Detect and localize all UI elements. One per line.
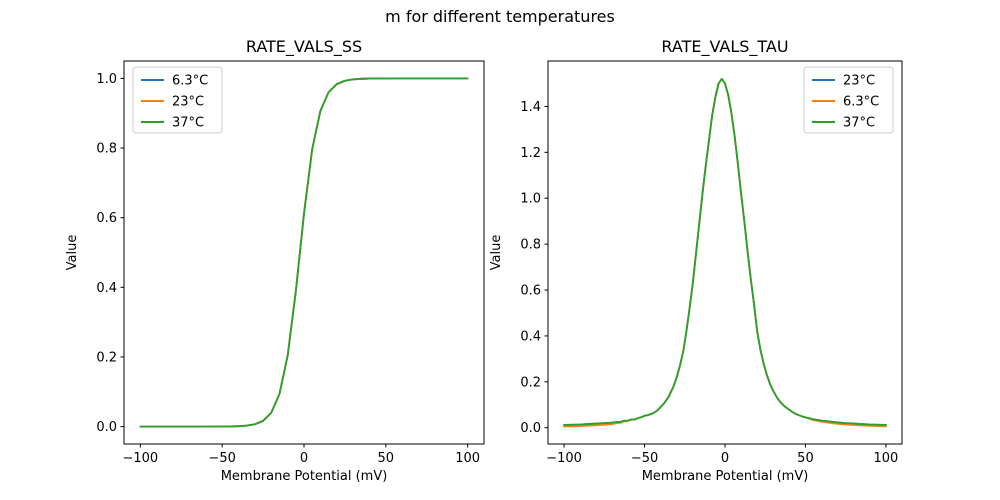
legend-label-63c: 6.3°C (843, 95, 879, 110)
x-tick-label: 50 (797, 451, 814, 466)
y-tick-label: 0.0 (520, 421, 541, 436)
x-tick-label: −50 (631, 451, 658, 466)
figure-suptitle: m for different temperatures (385, 7, 615, 26)
y-tick-label: 0.6 (520, 284, 541, 299)
y-tick-label: 0.2 (96, 350, 117, 365)
y-tick-label: 0.2 (520, 375, 541, 390)
legend-box (803, 66, 894, 134)
x-tick-label: 50 (378, 451, 395, 466)
legend-box (132, 66, 223, 134)
y-tick-label: 1.4 (520, 100, 541, 115)
subplot-title-ss: RATE_VALS_SS (246, 37, 362, 57)
legend-label-37c: 37°C (843, 116, 875, 131)
y-tick-label: 0.8 (520, 238, 541, 253)
legend-label-63c: 6.3°C (172, 74, 208, 89)
y-axis-label: Value (489, 235, 504, 271)
x-tick-label: −100 (123, 451, 159, 466)
y-tick-label: 0.4 (520, 329, 541, 344)
legend-label-23c: 23°C (843, 74, 875, 89)
y-axis-label: Value (65, 235, 80, 271)
y-tick-label: 0.0 (96, 420, 117, 435)
x-axis-label: Membrane Potential (mV) (221, 469, 388, 484)
x-tick-label: 100 (455, 451, 480, 466)
y-tick-label: 0.6 (96, 211, 117, 226)
y-tick-label: 1.0 (520, 192, 541, 207)
x-tick-label: 0 (721, 451, 729, 466)
x-tick-label: −100 (546, 451, 582, 466)
subplot-title-tau: RATE_VALS_TAU (661, 37, 788, 57)
series-line-37c (563, 78, 887, 426)
y-tick-label: 1.2 (520, 146, 541, 161)
y-tick-label: 0.8 (96, 142, 117, 157)
y-tick-label: 0.4 (96, 281, 117, 296)
x-axis-label: Membrane Potential (mV) (642, 469, 809, 484)
x-tick-label: 100 (873, 451, 898, 466)
legend-label-37c: 37°C (172, 116, 204, 131)
x-tick-label: 0 (300, 451, 308, 466)
legend-label-23c: 23°C (172, 95, 204, 110)
series-line-37c (139, 77, 469, 428)
x-tick-label: −50 (208, 451, 235, 466)
y-tick-label: 1.0 (96, 72, 117, 87)
